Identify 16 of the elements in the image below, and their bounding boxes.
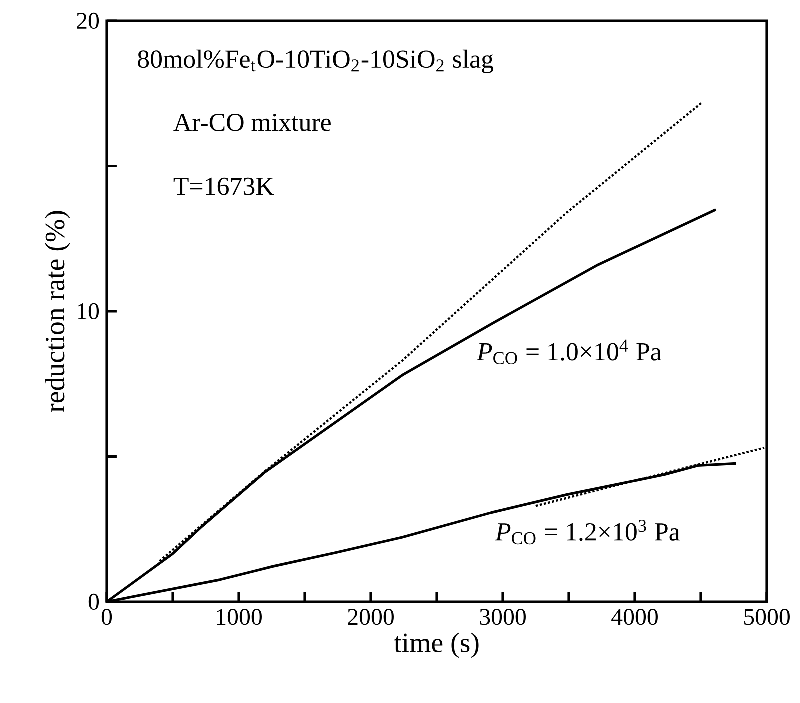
- x-tick-label: 3000: [480, 609, 526, 626]
- x-axis-title: time (s): [394, 632, 479, 658]
- y-tick-label: 0: [88, 594, 100, 610]
- y-tick-label: 20: [77, 12, 100, 30]
- x-tick-label: 0: [102, 609, 112, 626]
- x-tick-label: 5000: [744, 609, 790, 626]
- y-tick-label: 10: [78, 303, 100, 320]
- annotation: T=1673K: [174, 178, 274, 196]
- x-tick-label: 1000: [217, 609, 262, 626]
- annotation: P$_{CO}$ = 1.0×10$^{4}$ Pa: [476, 340, 662, 364]
- x-tick-label: 4000: [612, 609, 658, 626]
- x-tick-label: 2000: [348, 609, 394, 626]
- annotation: P$_{CO}$ = 1.2×10$^{3}$ Pa: [495, 520, 680, 545]
- y-axis-title: reduction rate (%): [45, 211, 70, 412]
- annotation: 80mol%Fe$_{t}$O-10TiO$_{2}$-10SiO$_{2}$ slag: [138, 50, 494, 74]
- annotation: Ar-CO mixture: [174, 114, 331, 132]
